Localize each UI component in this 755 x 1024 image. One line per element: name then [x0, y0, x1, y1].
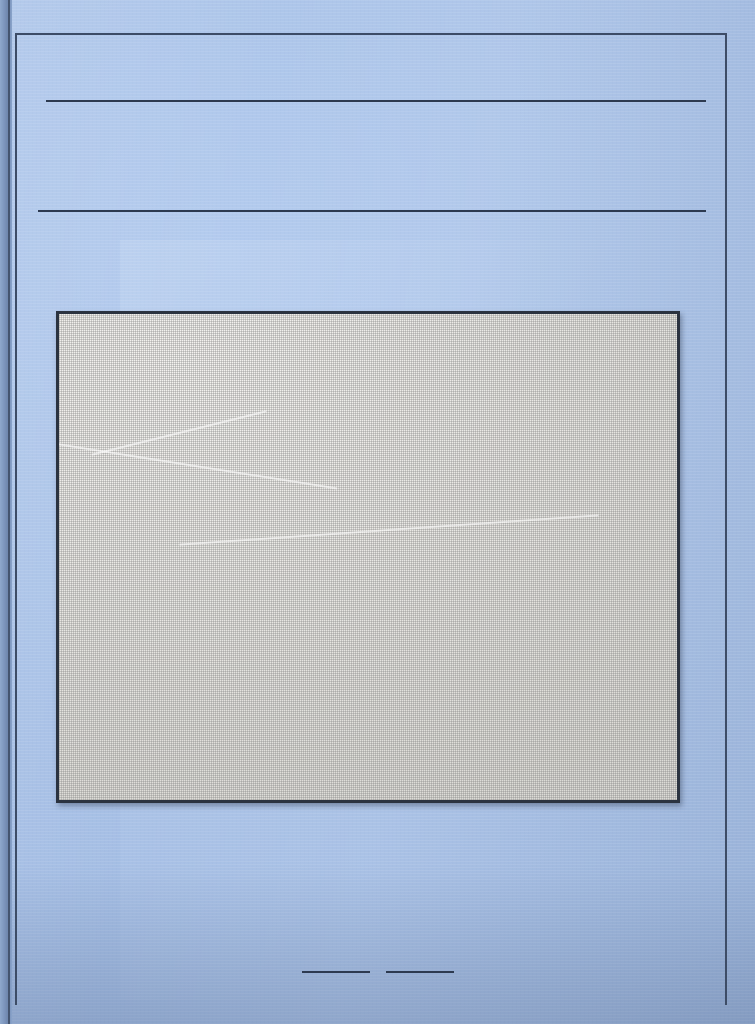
ornament-left-icon	[346, 133, 378, 170]
footer	[0, 960, 755, 978]
cover-chart	[56, 311, 680, 803]
footer-rule-left	[301, 971, 370, 973]
masthead-rule-top	[46, 100, 706, 102]
ornament-right-icon	[378, 133, 410, 170]
masthead-rule-bottom	[38, 210, 706, 212]
chart-plot-area	[85, 356, 657, 748]
chart-svg	[85, 356, 657, 748]
footer-rule-right	[385, 971, 454, 973]
cover-frame	[15, 33, 727, 1005]
page-title	[0, 98, 755, 210]
scan-gutter-line	[8, 0, 10, 1024]
